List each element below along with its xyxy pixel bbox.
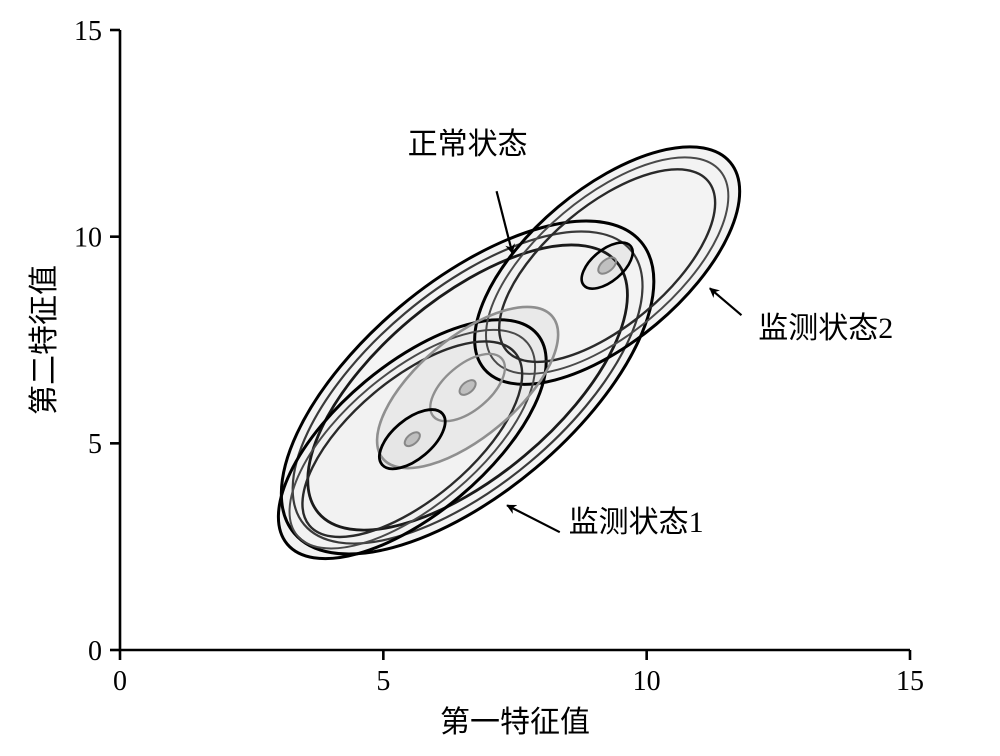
annotation-mon1: 监测状态1 — [569, 506, 704, 539]
y-axis-label: 第二特征值 — [28, 265, 61, 415]
y-tick-label: 0 — [88, 636, 102, 667]
x-tick-label: 15 — [896, 666, 924, 697]
y-tick-label: 15 — [74, 16, 102, 47]
y-tick-label: 5 — [88, 429, 102, 460]
y-tick-label: 10 — [74, 222, 102, 253]
annotation-normal: 正常状态 — [408, 128, 528, 161]
x-tick-label: 10 — [633, 666, 661, 697]
chart-container: 0 5 10 15 0 5 10 15 第一特征值 第二特征值 正常状态监测状态1 监测状态2 — [0, 0, 1000, 756]
contour-chart: 0 5 10 15 0 5 10 15 第一特征值 第二特征值 正常状态监测状态1 监测状态2 — [0, 0, 1000, 756]
x-tick-label: 0 — [113, 666, 127, 697]
x-tick-label: 5 — [376, 666, 390, 697]
x-axis-label: 第一特征值 — [440, 706, 590, 739]
annotation-mon2: 监测状态2 — [758, 312, 893, 345]
